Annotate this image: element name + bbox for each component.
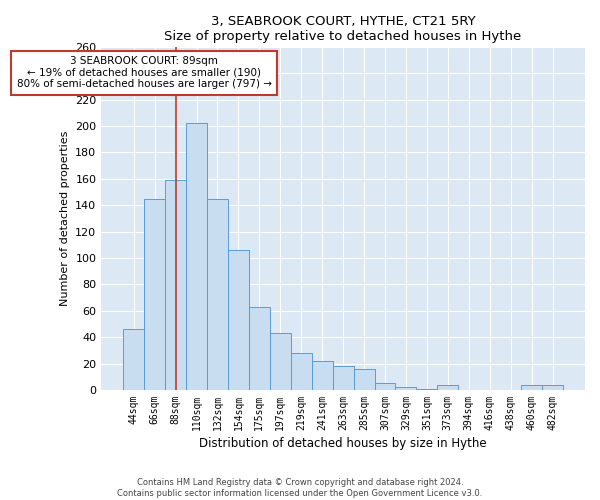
Bar [416, 388, 437, 390]
Bar [144, 198, 165, 390]
Bar [291, 353, 312, 390]
Bar [395, 388, 416, 390]
Bar [332, 366, 353, 390]
Bar [165, 180, 186, 390]
Bar [123, 330, 144, 390]
Text: 3 SEABROOK COURT: 89sqm
← 19% of detached houses are smaller (190)
80% of semi-d: 3 SEABROOK COURT: 89sqm ← 19% of detache… [17, 56, 272, 90]
Y-axis label: Number of detached properties: Number of detached properties [59, 131, 70, 306]
Bar [353, 369, 374, 390]
Bar [228, 250, 249, 390]
Bar [207, 198, 228, 390]
Bar [249, 307, 270, 390]
Bar [312, 361, 332, 390]
Bar [270, 333, 291, 390]
Bar [186, 124, 207, 390]
X-axis label: Distribution of detached houses by size in Hythe: Distribution of detached houses by size … [199, 437, 487, 450]
Bar [437, 384, 458, 390]
Title: 3, SEABROOK COURT, HYTHE, CT21 5RY
Size of property relative to detached houses : 3, SEABROOK COURT, HYTHE, CT21 5RY Size … [164, 15, 522, 43]
Bar [374, 384, 395, 390]
Text: Contains HM Land Registry data © Crown copyright and database right 2024.
Contai: Contains HM Land Registry data © Crown c… [118, 478, 482, 498]
Bar [542, 384, 563, 390]
Bar [521, 384, 542, 390]
